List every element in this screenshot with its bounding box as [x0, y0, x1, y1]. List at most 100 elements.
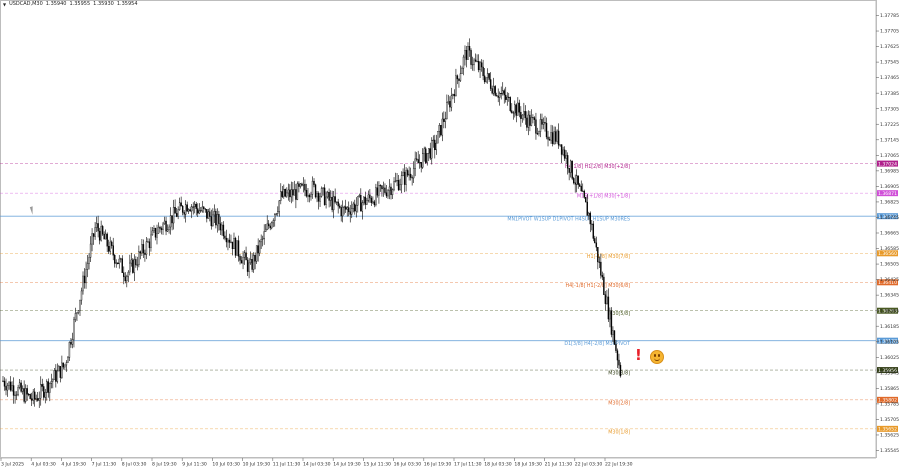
candle-body	[319, 196, 321, 202]
candle-body	[30, 398, 33, 401]
candle-body	[274, 213, 276, 221]
y-tick-label: 1.37705	[880, 29, 899, 35]
candle-body	[583, 190, 585, 198]
x-tick-label: 16 Jul 03:30	[394, 462, 422, 468]
candle-body	[503, 90, 505, 96]
y-tick-label: 1.36905	[880, 184, 899, 190]
candle-body	[360, 194, 362, 212]
candle-body	[148, 241, 151, 248]
candle-body	[616, 350, 619, 361]
candle-body	[580, 186, 582, 192]
candle-body	[495, 95, 498, 97]
level-price-badge	[877, 250, 898, 257]
alert-icon[interactable]: !	[635, 346, 642, 364]
candle-body	[556, 130, 558, 142]
candle-body	[41, 384, 43, 387]
candle-body	[227, 239, 229, 243]
candle-body	[452, 94, 454, 96]
candle-body	[73, 319, 75, 340]
candle-body	[329, 196, 332, 201]
candle-body	[385, 192, 388, 197]
candle-body	[98, 230, 101, 241]
candle-body	[542, 122, 545, 125]
candle-body	[483, 75, 486, 82]
dropdown-triangle-icon[interactable]: ▼	[3, 1, 7, 7]
candle-body	[55, 370, 57, 382]
candle-body	[601, 275, 604, 278]
candle-body	[183, 212, 185, 215]
candle-body	[166, 229, 169, 232]
y-tick-label: 1.37785	[880, 13, 899, 19]
candle-body	[195, 203, 197, 209]
price-axis: 1.37785 1.37705 1.37625 1.37545 1.37465 1.373…	[876, 13, 899, 454]
candle-body	[328, 191, 330, 201]
candle-body	[603, 276, 605, 295]
y-tick-label: 1.35785	[880, 401, 899, 407]
candle-body	[489, 79, 492, 89]
candle-body	[586, 201, 588, 216]
candle-body	[151, 230, 154, 236]
candle-body	[610, 310, 613, 335]
candle-body	[277, 211, 279, 214]
candle-body	[94, 227, 96, 237]
candle-body	[58, 366, 60, 372]
level-lines: H4[1/8] H1[2/8] M30[+2/8] 1.37024 M15[+1/8…	[0, 160, 898, 435]
candle-body	[275, 213, 277, 215]
candle-body	[500, 93, 502, 95]
candle-body	[2, 380, 4, 382]
candle-body	[305, 189, 308, 197]
candle-body	[341, 206, 344, 217]
x-tick-label: 14 Jul 19:30	[333, 462, 361, 468]
y-tick-label: 1.36185	[880, 324, 899, 330]
candle-body	[160, 228, 163, 230]
candle-body	[314, 184, 317, 198]
candle-body	[111, 241, 113, 246]
candle-body	[355, 205, 357, 212]
candle-body	[425, 148, 427, 163]
candle-body	[34, 391, 36, 400]
candle-body	[293, 189, 296, 196]
candle-body	[352, 203, 354, 209]
candle-body	[524, 111, 527, 119]
candle-body	[180, 202, 182, 207]
candle-body	[49, 383, 51, 393]
candle-body	[444, 118, 447, 122]
candle-body	[388, 186, 391, 191]
candle-body	[298, 183, 300, 187]
candle-body	[406, 170, 409, 176]
candle-body	[74, 313, 77, 320]
level-label: M30[2/8]	[608, 400, 630, 406]
candle-body	[426, 153, 428, 163]
candle-body	[135, 259, 137, 266]
candle-body	[147, 241, 149, 243]
x-tick-label: 18 Jul 19:30	[514, 462, 542, 468]
candle-body	[348, 207, 350, 212]
level-price-badge-text: 1.36410	[878, 280, 897, 286]
smile-mouth	[654, 357, 660, 361]
level-label: H4[-1/8] H1[-2/8] M30[6/8]	[566, 283, 631, 289]
x-tick-label: 8 Jul 03:30	[122, 462, 147, 468]
candle-body	[225, 238, 228, 243]
candle-body	[35, 398, 37, 400]
y-tick-label: 1.35945	[880, 370, 899, 376]
candle-body	[358, 194, 361, 197]
candle-body	[370, 197, 373, 203]
candle-body	[502, 90, 504, 94]
candle-body	[530, 117, 533, 126]
candle-body	[403, 171, 406, 185]
candle-body	[550, 132, 552, 141]
candle-body	[233, 238, 235, 250]
candle-body	[509, 97, 511, 111]
candle-body	[181, 205, 184, 213]
candle-body	[246, 259, 249, 272]
candle-body	[186, 204, 188, 212]
candle-body	[594, 238, 596, 244]
candle-body	[290, 189, 293, 198]
level-price-badge	[877, 279, 898, 286]
candle-body	[529, 114, 531, 126]
y-tick-label: 1.37225	[880, 122, 899, 128]
level-price-badge-text: 1.35956	[878, 368, 897, 374]
candle-body	[585, 197, 587, 203]
smiley-face-icon[interactable]	[650, 350, 664, 364]
